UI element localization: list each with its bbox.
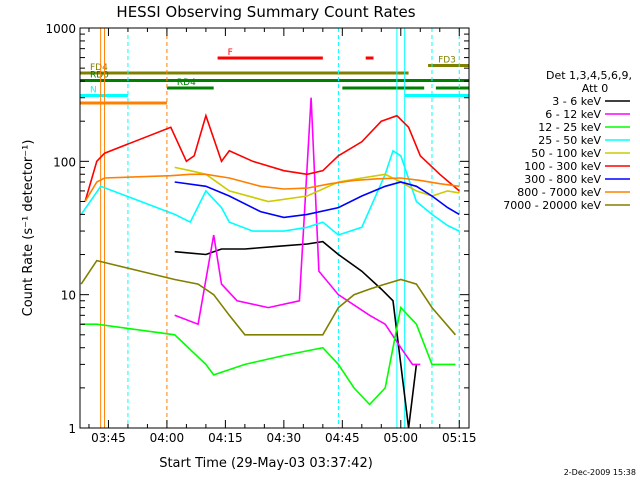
series-line-100-300-kev — [84, 113, 460, 202]
y-tick-label-1: 10 — [61, 289, 76, 303]
legend-label-12-25-kev: 12 - 25 keV — [538, 121, 601, 134]
legend-label-25-50-kev: 25 - 50 keV — [538, 134, 601, 147]
x-tick-label-5: 05:00 — [383, 431, 418, 445]
legend-label-7000-20000-kev: 7000 - 20000 keV — [503, 199, 601, 212]
legend-label-800-7000-kev: 800 - 7000 keV — [517, 186, 601, 199]
series-line-12-25-kev — [81, 305, 456, 406]
series-layer — [80, 97, 460, 429]
flag-label-fd3: FD3 — [438, 56, 456, 66]
series-line-300-800-kev — [174, 181, 460, 219]
x-tick-label-1: 04:00 — [150, 431, 185, 445]
legend-header-line-2: Att 0 — [582, 82, 608, 95]
x-tick-label-4: 04:45 — [325, 431, 360, 445]
series-line-25-50-kev — [80, 149, 460, 236]
flag-label-n: N — [90, 86, 97, 96]
x-axis-label: Start Time (29-May-03 03:37:42) — [159, 456, 373, 471]
flag-label-fd4: FD4 — [90, 63, 108, 73]
legend-label-100-300-kev: 100 - 300 keV — [524, 160, 601, 173]
axes-layer: 03:45 04:00 04:15 04:30 04:45 05:00 05:15 1 10 10… — [45, 22, 476, 445]
flag-label-f: F — [228, 48, 233, 58]
series-line-7000-20000-kev — [80, 259, 457, 336]
plot-frame — [79, 27, 470, 429]
y-axis-label: Count Rate (s⁻¹ detector⁻¹) — [21, 140, 36, 317]
x-tick-label-3: 04:30 — [267, 431, 302, 445]
series-line-3-6-kev — [174, 240, 418, 429]
footer-date: 2-Dec-2009 15:38 — [564, 468, 636, 477]
legend-label-6-12-kev: 6 - 12 keV — [545, 108, 601, 121]
x-tick-label-2: 04:15 — [208, 431, 243, 445]
event-lines-layer — [100, 28, 460, 428]
legend-label-50-100-kev: 50 - 100 keV — [531, 147, 601, 160]
x-tick-label-6: 05:15 — [442, 431, 477, 445]
flag-label-rd0: RD0 — [90, 71, 109, 81]
legend-label-300-800-kev: 300 - 800 keV — [524, 173, 601, 186]
chart-title: HESSI Observing Summary Count Rates — [116, 3, 415, 21]
y-tick-label-2: 100 — [53, 155, 76, 169]
y-tick-label-0: 1 — [68, 422, 76, 436]
flag-label-rd4: RD4 — [177, 78, 196, 88]
series-line-6-12-kev — [174, 97, 421, 366]
series-line-800-7000-kev — [84, 173, 460, 202]
legend-header-line-1: Det 1,3,4,5,6,9, — [546, 69, 632, 82]
x-tick-label-0: 03:45 — [91, 431, 126, 445]
legend-label-3-6-kev: 3 - 6 keV — [552, 95, 601, 108]
y-tick-label-3: 1000 — [45, 22, 76, 36]
